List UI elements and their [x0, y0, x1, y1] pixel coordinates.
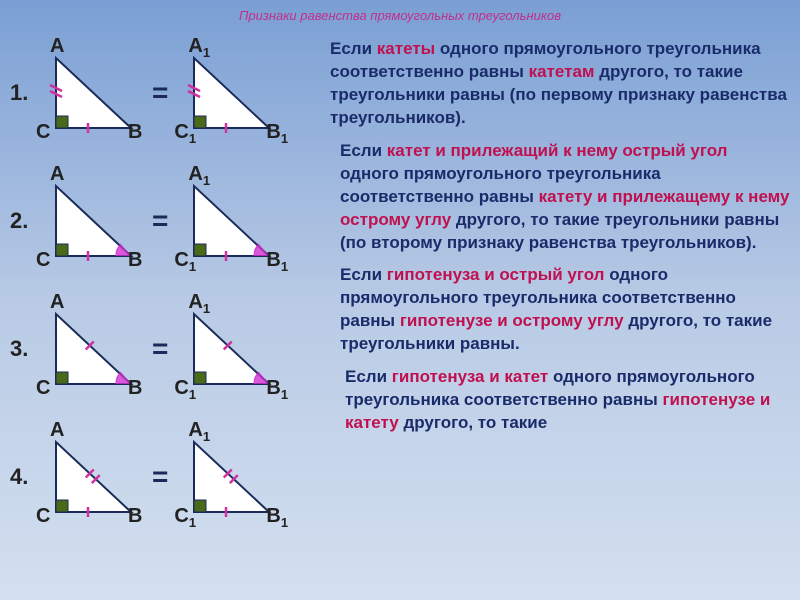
descriptions-column: Если катеты одного прямоугольного треуго…	[320, 38, 790, 550]
vertex-b: B1	[266, 121, 288, 146]
triangle-diagram: A1 C1 B1	[174, 299, 284, 399]
rule-row: 1. A C B = A1 C1 B1	[10, 38, 320, 148]
rule-number: 2.	[10, 208, 36, 234]
equals-sign: =	[152, 205, 168, 237]
vertex-b: B1	[266, 249, 288, 274]
rule-row: 4. A C B = A1 C1 B1	[10, 422, 320, 532]
vertex-c: C1	[174, 249, 196, 274]
triangle-diagram: A C B	[36, 299, 146, 399]
highlighted-term: катету и прилежащему к нему острому углу	[340, 187, 789, 229]
vertex-c: C1	[174, 505, 196, 530]
vertex-b: B	[128, 505, 142, 528]
highlighted-term: гипотенуза и острый угол	[387, 265, 605, 284]
highlighted-term: гипотенуза и катет	[392, 367, 548, 386]
triangle-diagram: A C B	[36, 171, 146, 271]
triangle-diagram: A1 C1 B1	[174, 427, 284, 527]
vertex-c: C	[36, 121, 50, 144]
slide-title: Признаки равенства прямоугольных треугол…	[0, 0, 800, 23]
triangle-pair: A C B = A1 C1 B1	[36, 427, 284, 527]
triangle-diagram: A C B	[36, 427, 146, 527]
vertex-c: C1	[174, 377, 196, 402]
highlighted-term: катетам	[529, 62, 595, 81]
highlighted-term: гипотенузе и катету	[345, 390, 770, 432]
rule-number: 4.	[10, 464, 36, 490]
vertex-b: B	[128, 121, 142, 144]
vertex-a: A	[50, 419, 64, 442]
vertex-a: A1	[188, 163, 210, 188]
equals-sign: =	[152, 461, 168, 493]
triangle-pair: A C B = A1 C1 B1	[36, 171, 284, 271]
highlighted-term: катеты	[377, 39, 435, 58]
highlighted-term: катет и прилежащий к нему острый угол	[387, 141, 728, 160]
vertex-a: A	[50, 291, 64, 314]
vertex-b: B	[128, 249, 142, 272]
rule-description: Если гипотенуза и катет одного прямоугол…	[345, 366, 790, 435]
highlighted-term: гипотенузе и острому углу	[400, 311, 624, 330]
vertex-a: A	[50, 163, 64, 186]
triangle-diagram: A1 C1 B1	[174, 171, 284, 271]
vertex-c: C	[36, 377, 50, 400]
vertex-b: B	[128, 377, 142, 400]
diagrams-column: 1. A C B = A1 C1 B1 2. A C B = A1 C1 B1 …	[10, 38, 320, 550]
rule-row: 2. A C B = A1 C1 B1	[10, 166, 320, 276]
triangle-diagram: A C B	[36, 43, 146, 143]
vertex-b: B1	[266, 505, 288, 530]
rule-description: Если катеты одного прямоугольного треуго…	[330, 38, 790, 130]
rule-description: Если гипотенуза и острый угол одного пря…	[340, 264, 790, 356]
content-area: 1. A C B = A1 C1 B1 2. A C B = A1 C1 B1 …	[0, 23, 800, 550]
vertex-a: A	[50, 35, 64, 58]
rule-number: 1.	[10, 80, 36, 106]
triangle-diagram: A1 C1 B1	[174, 43, 284, 143]
triangle-pair: A C B = A1 C1 B1	[36, 299, 284, 399]
triangle-pair: A C B = A1 C1 B1	[36, 43, 284, 143]
vertex-a: A1	[188, 291, 210, 316]
equals-sign: =	[152, 77, 168, 109]
equals-sign: =	[152, 333, 168, 365]
vertex-c: C	[36, 505, 50, 528]
vertex-b: B1	[266, 377, 288, 402]
vertex-c: C1	[174, 121, 196, 146]
vertex-a: A1	[188, 35, 210, 60]
rule-number: 3.	[10, 336, 36, 362]
vertex-a: A1	[188, 419, 210, 444]
vertex-c: C	[36, 249, 50, 272]
rule-description: Если катет и прилежащий к нему острый уг…	[340, 140, 790, 255]
rule-row: 3. A C B = A1 C1 B1	[10, 294, 320, 404]
